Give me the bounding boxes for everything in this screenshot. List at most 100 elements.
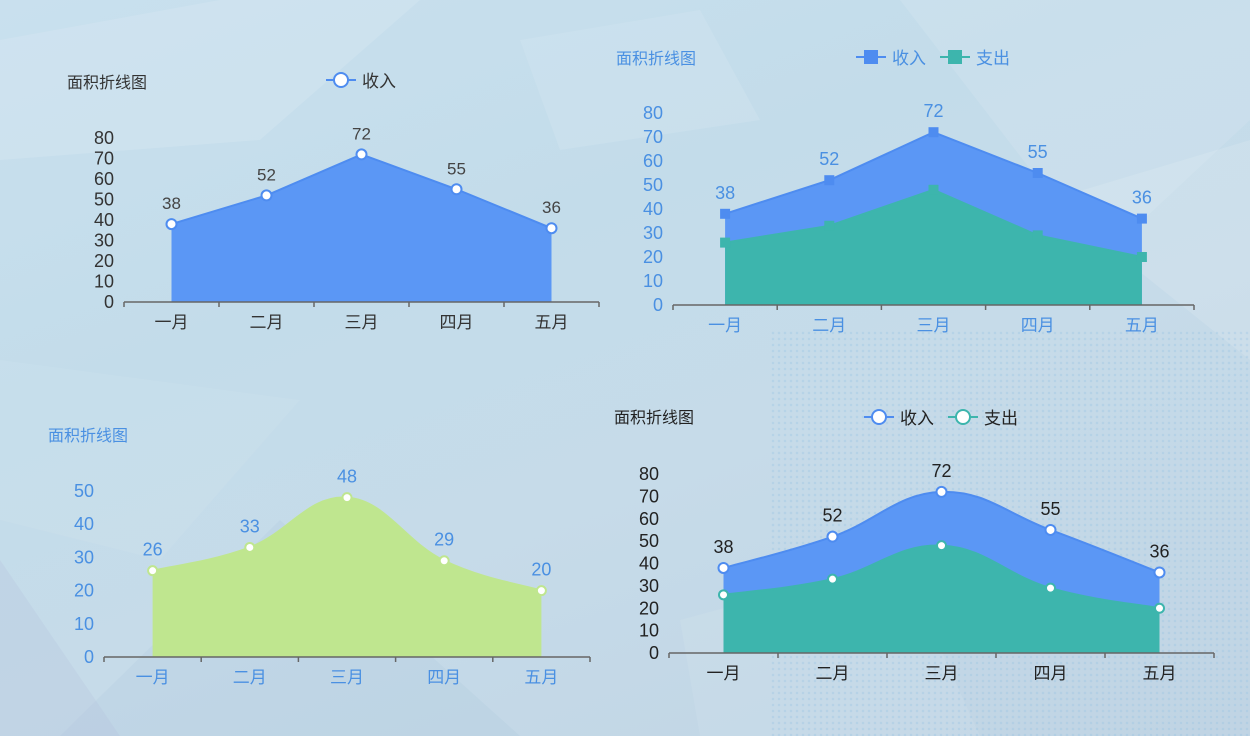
data-point xyxy=(928,127,939,138)
chart-plot-2: 0 10 20 30 40 50 60 70 80 一月 二月 三月 四月 五月 38 52 72 55 36 xyxy=(643,101,1195,336)
legend-label: 收入 xyxy=(362,72,396,92)
area-fill-series-2 xyxy=(723,545,1160,653)
legend-square-icon xyxy=(940,49,970,65)
x-tick-label: 三月 xyxy=(330,668,364,688)
data-point xyxy=(147,565,159,577)
y-tick-label: 70 xyxy=(94,149,114,169)
chart-panel-1: 面积折线图 收入 0 10 20 30 40 50 60 70 80 一月 二月 三月 四月 五月 38 52… xyxy=(0,0,620,360)
data-point xyxy=(260,189,273,202)
y-tick-label: 10 xyxy=(643,271,663,291)
area-fill-series-2 xyxy=(725,189,1142,305)
chart-plot-3: 0 10 20 30 40 50 一月 二月 三月 四月 五月 26 33 48 29 20 xyxy=(74,467,591,688)
data-label: 55 xyxy=(1040,499,1060,519)
y-tick-label: 0 xyxy=(104,292,114,312)
data-label: 36 xyxy=(1132,188,1152,208)
data-point xyxy=(1153,566,1166,579)
x-tick-label: 五月 xyxy=(535,313,569,333)
data-label: 38 xyxy=(715,183,735,203)
x-tick-label: 四月 xyxy=(1021,316,1055,336)
chart-legend: 收入 支出 xyxy=(864,404,1018,429)
legend-label: 支出 xyxy=(984,409,1018,429)
y-tick-label: 40 xyxy=(74,514,94,534)
data-label: 38 xyxy=(713,537,733,557)
data-point xyxy=(936,540,947,552)
y-tick-label: 0 xyxy=(84,647,94,667)
x-tick-label: 二月 xyxy=(250,313,284,333)
chart-legend: 收入 支出 xyxy=(856,44,1010,69)
data-point xyxy=(935,485,948,498)
data-point xyxy=(1136,213,1147,224)
data-point xyxy=(341,492,353,504)
x-tick-label: 一月 xyxy=(708,316,742,336)
data-label: 52 xyxy=(257,165,276,184)
legend-item-income[interactable]: 收入 xyxy=(864,404,934,429)
y-tick-label: 70 xyxy=(643,127,663,147)
chart-title: 面积折线图 xyxy=(614,408,695,427)
y-tick-label: 70 xyxy=(639,486,659,506)
data-point xyxy=(1045,582,1056,594)
y-tick-label: 50 xyxy=(94,190,114,210)
data-point xyxy=(717,561,730,574)
data-point xyxy=(1032,230,1043,241)
chart-panel-2: 面积折线图 收入 支出 0 10 20 30 40 50 60 70 80 一月 二月 三月 四月 五月 3… xyxy=(0,0,1250,360)
y-tick-label: 80 xyxy=(94,128,114,148)
y-tick-label: 30 xyxy=(639,576,659,596)
y-tick-label: 10 xyxy=(74,614,94,634)
x-tick-label: 四月 xyxy=(1034,664,1068,684)
legend-item-income[interactable]: 收入 xyxy=(326,67,396,92)
data-point xyxy=(355,148,368,161)
x-tick-label: 四月 xyxy=(427,668,461,688)
legend-circle-icon xyxy=(864,408,894,425)
data-point xyxy=(1136,252,1147,262)
x-tick-label: 二月 xyxy=(233,668,267,688)
x-tick-label: 五月 xyxy=(1143,664,1177,684)
x-tick-label: 一月 xyxy=(136,668,170,688)
y-tick-label: 20 xyxy=(639,598,659,618)
data-label: 26 xyxy=(143,540,163,560)
legend-label: 收入 xyxy=(892,49,926,69)
data-label: 72 xyxy=(923,101,943,121)
data-label: 72 xyxy=(352,124,371,143)
y-tick-label: 40 xyxy=(643,199,663,219)
y-tick-label: 50 xyxy=(643,175,663,195)
data-label: 55 xyxy=(1028,142,1048,162)
data-point xyxy=(244,541,256,553)
y-tick-label: 60 xyxy=(94,169,114,189)
y-tick-label: 60 xyxy=(643,151,663,171)
legend-item-income[interactable]: 收入 xyxy=(856,44,926,69)
data-point xyxy=(827,573,838,585)
y-tick-label: 40 xyxy=(94,210,114,230)
data-label: 52 xyxy=(819,149,839,169)
x-tick-label: 三月 xyxy=(925,664,959,684)
legend-item-expense[interactable]: 支出 xyxy=(948,404,1018,429)
x-tick-label: 四月 xyxy=(440,313,474,333)
data-label: 36 xyxy=(1149,541,1169,561)
y-tick-label: 20 xyxy=(74,581,94,601)
data-point xyxy=(165,218,178,231)
y-tick-label: 30 xyxy=(74,547,94,567)
x-tick-label: 三月 xyxy=(345,313,379,333)
x-tick-label: 一月 xyxy=(155,313,189,333)
y-tick-label: 0 xyxy=(653,295,663,315)
data-point xyxy=(718,589,729,601)
y-tick-label: 20 xyxy=(643,247,663,267)
chart-title: 面积折线图 xyxy=(616,49,697,68)
legend-item-expense[interactable]: 支出 xyxy=(940,44,1010,69)
y-tick-label: 0 xyxy=(649,643,659,663)
data-point xyxy=(1044,523,1057,536)
area-fill-series-1 xyxy=(152,497,542,657)
data-point xyxy=(535,585,547,597)
chart-legend: 收入 xyxy=(326,67,396,92)
data-point xyxy=(450,183,463,196)
x-tick-label: 五月 xyxy=(1125,316,1159,336)
data-point xyxy=(1032,168,1043,178)
data-point xyxy=(824,175,835,186)
data-label: 72 xyxy=(931,461,951,481)
y-tick-label: 60 xyxy=(639,509,659,529)
x-tick-label: 五月 xyxy=(524,668,558,688)
data-point xyxy=(928,184,939,195)
chart-title: 面积折线图 xyxy=(67,73,148,92)
